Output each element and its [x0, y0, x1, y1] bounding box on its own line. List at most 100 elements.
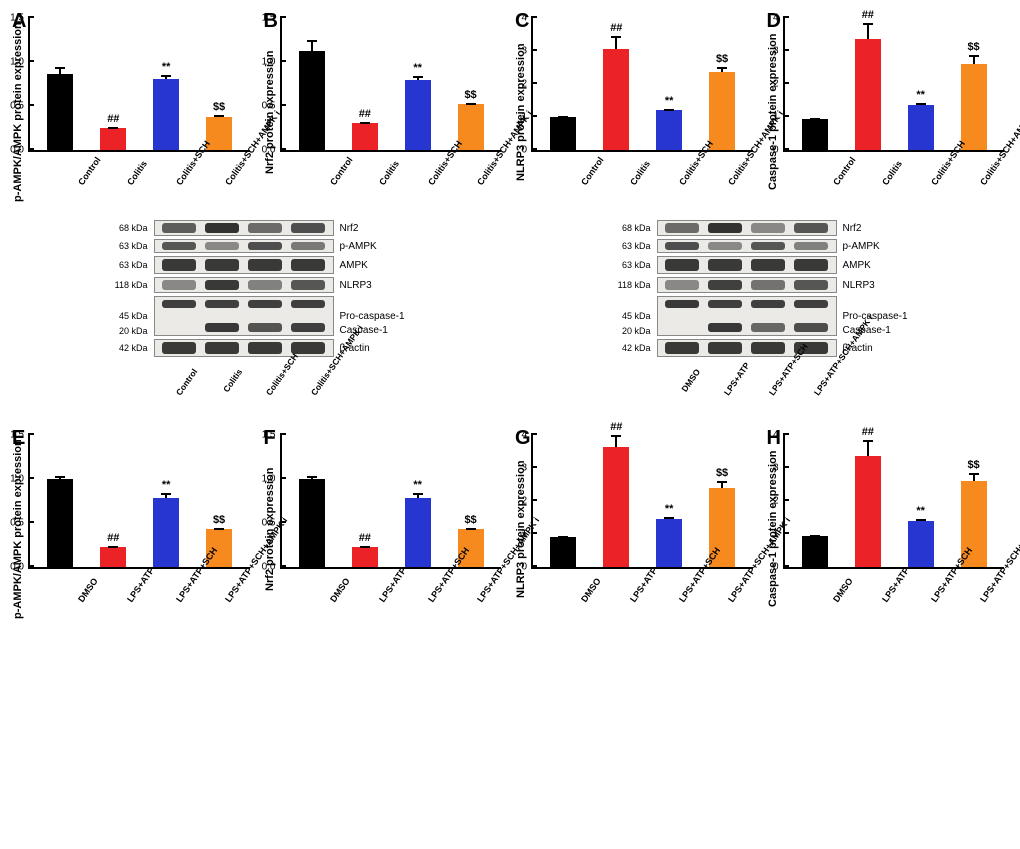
y-tick-label: 0.5 [252, 101, 276, 112]
gel-band [291, 323, 325, 332]
x-tick-label: Colitis [880, 160, 941, 213]
y-tick-label: 2 [503, 79, 527, 90]
y-tick-label: 3 [503, 463, 527, 474]
gel-band [794, 300, 828, 308]
blot-protein-label: AMPK [843, 260, 923, 271]
chart-bar: $$ [961, 64, 987, 150]
x-tick-label: LPS+ATP+SCH [929, 577, 990, 630]
blot-kda-label: 42 kDa [601, 343, 651, 353]
chart-bar: ** [908, 105, 934, 150]
gel-band [751, 323, 785, 332]
chart-bar [299, 479, 325, 567]
chart-bar: ## [603, 447, 629, 567]
blot-protein-label: Nrf2 [843, 223, 923, 234]
x-tick-label: DMSO [831, 577, 892, 630]
error-bar [973, 473, 975, 482]
blot-protein-label: Nrf2 [340, 223, 420, 234]
panel-B: BNrf2 protein expression0.00.51.01.5##**… [262, 10, 508, 210]
gel-band [751, 259, 785, 271]
blot-protein-label: NLRP3 [843, 280, 923, 291]
significance-marker: $$ [967, 459, 979, 471]
error-bar [814, 535, 816, 536]
gel-band [162, 300, 196, 308]
gel-band [751, 280, 785, 290]
gel-band [248, 223, 282, 233]
gel-band [162, 223, 196, 233]
panel-F: FNrf2 protein expression0.00.51.01.5##**… [262, 427, 508, 627]
y-tick-label: 0 [755, 562, 779, 573]
error-bar [867, 440, 869, 457]
gel-band [291, 342, 325, 354]
gel-band [665, 300, 699, 308]
y-axis-label: p-AMPK/AMPK protein expression [10, 14, 26, 210]
panel-letter: E [12, 427, 25, 450]
bar-chart-plot: 0.00.51.01.5##**$$ [280, 18, 502, 152]
western-blot-right: 68 kDaNrf263 kDap-AMPK63 kDaAMPK118 kDaN… [513, 216, 1010, 421]
error-bar [814, 118, 816, 119]
error-bar [311, 476, 313, 479]
chart-bar: ** [405, 498, 431, 567]
x-tick-label: LPS+ATP [628, 577, 689, 630]
panel-letter: G [515, 427, 531, 450]
gel-band [248, 242, 282, 250]
y-tick-label: 0.0 [252, 562, 276, 573]
y-tick-label: 1 [755, 529, 779, 540]
error-bar [417, 76, 419, 81]
error-bar [311, 40, 313, 52]
bar-chart-plot: 01234##**$$ [531, 18, 753, 152]
gel-band [291, 280, 325, 290]
panel-A: Ap-AMPK/AMPK protein expression0.00.51.0… [10, 10, 256, 210]
gel-band [665, 342, 699, 354]
error-bar [364, 122, 366, 123]
significance-marker: ## [610, 22, 622, 34]
gel-band [162, 342, 196, 354]
significance-marker: $$ [967, 41, 979, 53]
x-tick-label: DMSO [328, 577, 389, 630]
blot-kda-label: 42 kDa [98, 343, 148, 353]
y-tick-label: 3 [503, 46, 527, 57]
blot-kda-label: 20 kDa [98, 326, 148, 336]
chart-bar [550, 117, 576, 150]
error-bar [59, 476, 61, 479]
x-tick-label: Control [77, 160, 138, 213]
blot-protein-label: p-AMPK [340, 241, 420, 252]
chart-bar [47, 479, 73, 567]
significance-marker: ## [862, 9, 874, 21]
y-tick-label: 2 [503, 496, 527, 507]
gel-strip [657, 239, 837, 253]
gel-band [162, 259, 196, 271]
error-bar [721, 67, 723, 73]
chart-bar: ## [100, 547, 126, 567]
significance-marker: $$ [464, 89, 476, 101]
significance-marker: ## [107, 532, 119, 544]
panel-letter: D [767, 10, 781, 33]
gel-strip [657, 220, 837, 236]
x-tick-label: LPS+ATP+SCH [426, 577, 487, 630]
error-bar [615, 36, 617, 50]
gel-band [708, 259, 742, 271]
gel-band [665, 259, 699, 271]
x-tick-label: Control [328, 160, 389, 213]
blot-kda-label: 20 kDa [601, 326, 651, 336]
significance-marker: ## [359, 108, 371, 120]
significance-marker: $$ [464, 514, 476, 526]
chart-bar: ## [855, 456, 881, 567]
significance-marker: $$ [213, 101, 225, 113]
error-bar [562, 116, 564, 117]
chart-bar: ## [855, 39, 881, 150]
panel-letter: A [12, 10, 26, 33]
panel-C: CNLRP3 protein expression01234##**$$Cont… [513, 10, 759, 210]
chart-bar: ## [352, 123, 378, 150]
gel-band [708, 280, 742, 290]
gel-band [205, 300, 239, 308]
error-bar [562, 536, 564, 537]
error-bar [668, 109, 670, 111]
chart-bar: ** [908, 521, 934, 567]
x-tick-label: Colitis [628, 160, 689, 213]
error-bar [417, 493, 419, 498]
gel-strip [154, 339, 334, 357]
x-tick-label: LPS+ATP+SCH [677, 577, 738, 630]
gel-band [205, 242, 239, 250]
chart-bar [299, 51, 325, 150]
x-tick-label: DMSO [77, 577, 138, 630]
